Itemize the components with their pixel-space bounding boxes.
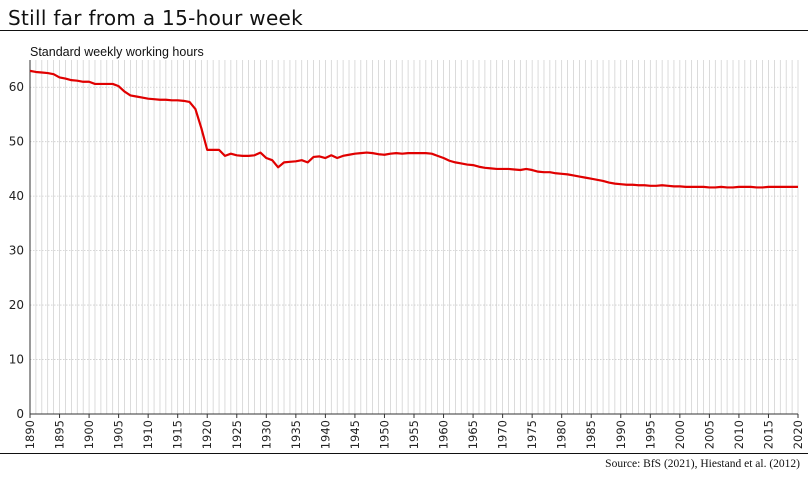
x-tick-label: 1970 — [496, 420, 510, 449]
x-tick-label: 1975 — [525, 420, 539, 449]
x-tick-label: 1895 — [53, 420, 67, 449]
title-divider — [0, 30, 808, 31]
chart-title: Still far from a 15-hour week — [8, 6, 304, 30]
x-tick-label: 1890 — [23, 420, 37, 449]
x-tick-label: 1900 — [82, 420, 96, 449]
series-line — [29, 69, 798, 189]
x-tick-label: 2020 — [791, 420, 805, 449]
x-tick-label: 1935 — [289, 420, 303, 449]
x-tick-label: 2010 — [732, 420, 746, 449]
y-tick-label: 20 — [9, 298, 24, 312]
y-tick-label: 0 — [16, 407, 24, 421]
x-tick-label: 1920 — [200, 420, 214, 449]
x-tick-label: 1915 — [171, 420, 185, 449]
footer-divider — [0, 453, 808, 454]
x-tick-label: 1940 — [318, 420, 332, 449]
x-tick-label: 1995 — [643, 420, 657, 449]
chart-subtitle: Standard weekly working hours — [30, 45, 204, 59]
x-tick-label: 2015 — [761, 420, 775, 449]
x-tick-label: 1930 — [259, 420, 273, 449]
x-tick-label: 1905 — [112, 420, 126, 449]
y-tick-label: 40 — [9, 189, 24, 203]
x-tick-label: 1945 — [348, 420, 362, 449]
x-tick-label: 2005 — [702, 420, 716, 449]
x-tick-label: 1985 — [584, 420, 598, 449]
source-note: Source: BfS (2021), Hiestand et al. (201… — [605, 458, 800, 470]
x-tick-label: 1990 — [614, 420, 628, 449]
y-tick-label: 10 — [9, 353, 24, 367]
x-tick-label: 1980 — [555, 420, 569, 449]
x-tick-label: 1950 — [377, 420, 391, 449]
y-tick-label: 30 — [9, 244, 24, 258]
y-tick-label: 50 — [9, 135, 24, 149]
x-tick-label: 1955 — [407, 420, 421, 449]
x-tick-label: 1925 — [230, 420, 244, 449]
x-tick-label: 1960 — [437, 420, 451, 449]
x-tick-label: 2000 — [673, 420, 687, 449]
x-tick-label: 1965 — [466, 420, 480, 449]
y-tick-label: 60 — [9, 80, 24, 94]
x-tick-label: 1910 — [141, 420, 155, 449]
